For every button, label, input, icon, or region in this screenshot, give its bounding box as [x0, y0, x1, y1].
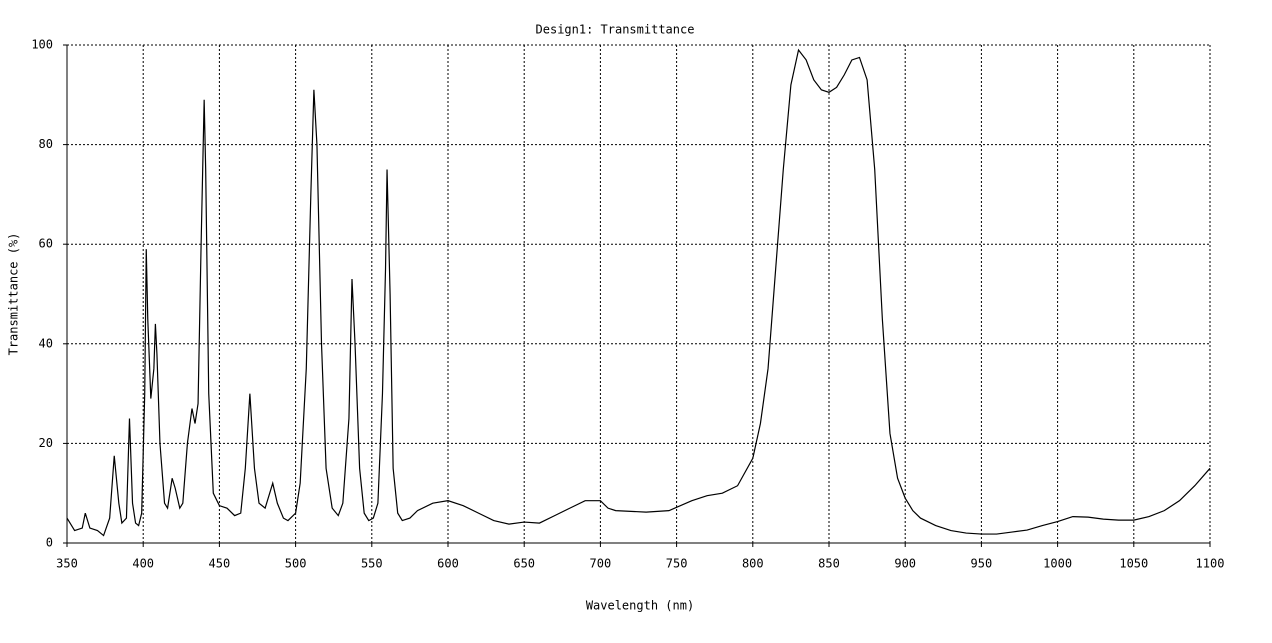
y-tick-label: 60	[39, 237, 53, 251]
y-tick-label: 20	[39, 436, 53, 450]
x-tick-label: 400	[132, 557, 154, 571]
y-tick-label: 40	[39, 336, 53, 350]
x-axis-label: Wavelength (nm)	[586, 599, 694, 613]
x-tick-label: 950	[971, 557, 993, 571]
x-tick-label: 900	[894, 557, 916, 571]
x-tick-label: 450	[209, 557, 231, 571]
x-tick-label: 750	[666, 557, 688, 571]
x-tick-label: 850	[818, 557, 840, 571]
x-tick-label: 350	[56, 557, 78, 571]
x-tick-label: 600	[437, 557, 459, 571]
x-tick-label: 650	[513, 557, 535, 571]
y-tick-label: 0	[46, 536, 53, 550]
x-tick-label: 500	[285, 557, 307, 571]
x-tick-label: 1100	[1196, 557, 1225, 571]
data-line	[66, 48, 1211, 537]
x-tick-label: 800	[742, 557, 764, 571]
x-tick-label: 1000	[1043, 557, 1072, 571]
x-tick-label: 700	[590, 557, 612, 571]
x-tick-label: 550	[361, 557, 383, 571]
y-tick-label: 80	[39, 137, 53, 151]
y-tick-label: 100	[31, 38, 53, 52]
y-axis-label: Transmittance (%)	[7, 233, 21, 356]
chart-title: Design1: Transmittance	[536, 23, 695, 37]
x-tick-label: 1050	[1119, 557, 1148, 571]
